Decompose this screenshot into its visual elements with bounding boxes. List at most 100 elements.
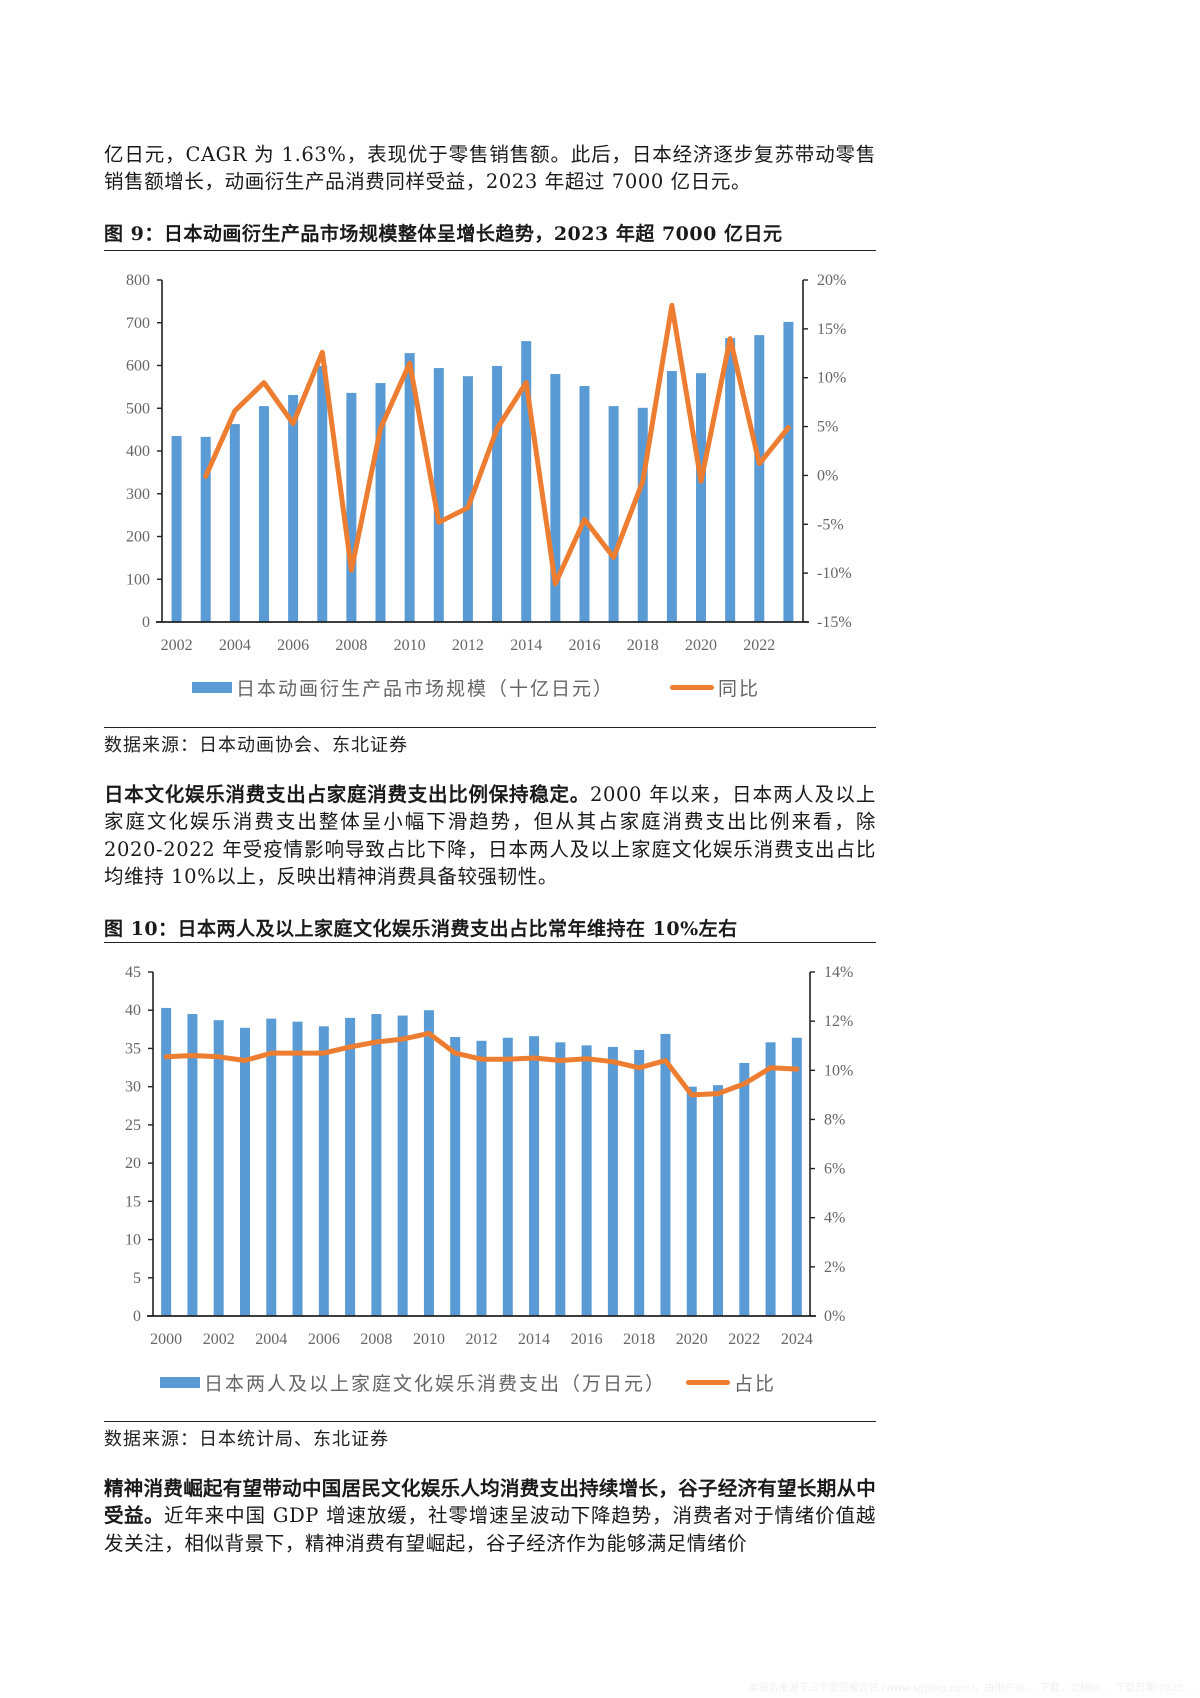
right-axis-tick-label: 4% (824, 1210, 845, 1227)
intro-paragraph: 亿日元，CAGR 为 1.63%，表现优于零售销售额。此后，日本经济逐步复苏带动… (104, 141, 876, 196)
left-axis-tick-label: 45 (125, 964, 141, 981)
left-axis-tick-label: 35 (125, 1040, 141, 1057)
legend-label: 日本两人及以上家庭文化娱乐消费支出（万日元） (204, 1373, 667, 1395)
paragraph-text: 近年来中国 GDP 增速放缓，社零增速呈波动下降趋势，消费者对于情绪价值越发关注… (104, 1504, 876, 1555)
x-axis-tick-label: 2018 (623, 1331, 655, 1348)
x-axis-tick-label: 2002 (203, 1331, 235, 1348)
figure-10-chart: 0 5 10 15 20 25 30 35 40 45 0% 2% 4% 6% 8% 10% 12% 14% 200… (104, 944, 876, 1414)
bar-2018 (637, 407, 648, 622)
bar-2011 (450, 1036, 461, 1316)
bar-2021 (725, 338, 736, 622)
left-axis-tick-label: 600 (126, 358, 150, 375)
x-axis-tick-label: 2024 (781, 1331, 813, 1348)
left-axis-tick-label: 10 (125, 1232, 141, 1249)
bar-2008 (371, 1014, 382, 1316)
figure-10-legend: 日本两人及以上家庭文化娱乐消费支出（万日元） 占比 (160, 1369, 776, 1396)
bar-2004 (229, 424, 240, 622)
download-watermark: 本报告来源于三个皮匠报告站 (www.sgpjbg.com)，由用户Id:...… (748, 1683, 1194, 1694)
x-axis-tick-label: 2010 (394, 637, 426, 654)
bar-2016 (579, 386, 590, 622)
figure-10-title: 图 10：日本两人及以上家庭文化娱乐消费支出占比常年维持在 10%左右 (104, 918, 738, 940)
left-axis-tick-label: 400 (126, 443, 150, 460)
right-axis-tick-label: 10% (824, 1062, 853, 1079)
left-axis-tick-label: 0 (133, 1308, 141, 1325)
bar-2023 (765, 1042, 776, 1316)
x-axis-tick-label: 2022 (728, 1331, 760, 1348)
x-axis-tick-label: 2020 (676, 1331, 708, 1348)
figure-10-plot: 0 5 10 15 20 25 30 35 40 45 0% 2% 4% 6% 8% 10% 12% 14% 200… (125, 964, 853, 1348)
right-axis-tick-label: 15% (817, 321, 846, 338)
bar-2022 (754, 335, 765, 622)
left-axis-tick-label: 0 (142, 614, 150, 631)
bar-2001 (187, 1014, 198, 1316)
left-axis-tick-label: 700 (126, 315, 150, 332)
right-axis-tick-label: 6% (824, 1161, 845, 1178)
figure-9-chart: 0 100 200 300 400 500 600 700 800 -15% -10% -5% 0% 5%… (104, 252, 876, 722)
x-axis-tick-label: 2004 (219, 637, 251, 654)
left-axis-tick-label: 100 (126, 571, 150, 588)
figure-9-top-rule (104, 250, 876, 251)
left-axis-tick-label: 200 (126, 529, 150, 546)
line-swatch-icon (670, 685, 715, 690)
bar-2009 (375, 383, 386, 622)
bar-2008 (346, 392, 357, 622)
bar-2020 (686, 1086, 697, 1316)
bar-2009 (397, 1015, 408, 1316)
legend-label: 日本动画衍生产品市场规模（十亿日元） (236, 678, 615, 700)
bar-2014 (529, 1036, 540, 1316)
right-axis-tick-label: 20% (817, 272, 846, 289)
bar-2007 (317, 365, 328, 622)
bar-2005 (292, 1021, 303, 1316)
bar-2017 (607, 1046, 618, 1316)
left-axis-tick-label: 30 (125, 1079, 141, 1096)
bar-2015 (550, 374, 561, 622)
figure-9-legend: 日本动画衍生产品市场规模（十亿日元） 同比 (192, 674, 760, 701)
left-axis-tick-label: 40 (125, 1002, 141, 1019)
bar-2004 (266, 1018, 277, 1316)
left-axis-tick-label: 25 (125, 1117, 141, 1134)
bar-2016 (581, 1045, 592, 1316)
x-axis-tick-label: 2018 (627, 637, 659, 654)
legend-label: 同比 (718, 678, 761, 700)
bar-2022 (739, 1062, 750, 1316)
bar-2017 (608, 406, 619, 622)
right-axis-tick-label: 14% (824, 964, 853, 981)
bar-2006 (318, 1026, 329, 1316)
bar-swatch-icon (160, 1377, 200, 1388)
x-axis-tick-label: 2016 (571, 1331, 603, 1348)
bar-2023 (783, 321, 794, 622)
left-axis-tick-label: 500 (126, 400, 150, 417)
line-series (163, 1030, 800, 1098)
right-axis-tick-label: -10% (817, 565, 852, 582)
x-axis-tick-label: 2008 (335, 637, 367, 654)
legend-label: 占比 (734, 1373, 777, 1395)
body-paragraph-2: 日本文化娱乐消费支出占家庭消费支出比例保持稳定。2000 年以来，日本两人及以上… (104, 781, 876, 890)
legend-item-line: 同比 (670, 674, 760, 701)
x-axis-tick-label: 2020 (685, 637, 717, 654)
left-axis-tick-label: 300 (126, 486, 150, 503)
right-axis-tick-label: -5% (817, 516, 844, 533)
left-axis-tick-label: 5 (133, 1270, 141, 1287)
figure-10-top-rule (104, 942, 876, 943)
bar-2002 (171, 436, 182, 622)
bar-2002 (213, 1020, 224, 1316)
left-axis-tick-label: 15 (125, 1193, 141, 1210)
figure-9-title: 图 9：日本动画衍生产品市场规模整体呈增长趋势，2023 年超 7000 亿日元 (104, 223, 783, 245)
figure-10-source: 数据来源：日本统计局、东北证券 (104, 1429, 389, 1450)
bar-2018 (634, 1049, 645, 1316)
bar-2011 (433, 368, 444, 622)
x-axis-tick-label: 2006 (308, 1331, 340, 1348)
bar-2010 (404, 353, 415, 622)
right-axis-tick-label: 10% (817, 370, 846, 387)
x-axis-tick-label: 2000 (150, 1331, 182, 1348)
bar-2013 (502, 1037, 513, 1316)
paragraph-text: 2000 年以来，日本两人及以上家庭文化娱乐消费支出整体呈小幅下滑趋势，但从其占… (104, 783, 876, 888)
bar-2019 (660, 1033, 671, 1316)
bar-2013 (492, 365, 503, 622)
x-axis-tick-label: 2012 (466, 1331, 498, 1348)
bar-2012 (476, 1040, 487, 1316)
bar-2021 (713, 1085, 724, 1316)
figure-9-plot: 0 100 200 300 400 500 600 700 800 -15% -10% -5% 0% 5%… (126, 272, 852, 654)
bar-2010 (423, 1010, 434, 1316)
body-paragraph-3: 精神消费崛起有望带动中国居民文化娱乐人均消费支出持续增长，谷子经济有望长期从中受… (104, 1475, 876, 1557)
